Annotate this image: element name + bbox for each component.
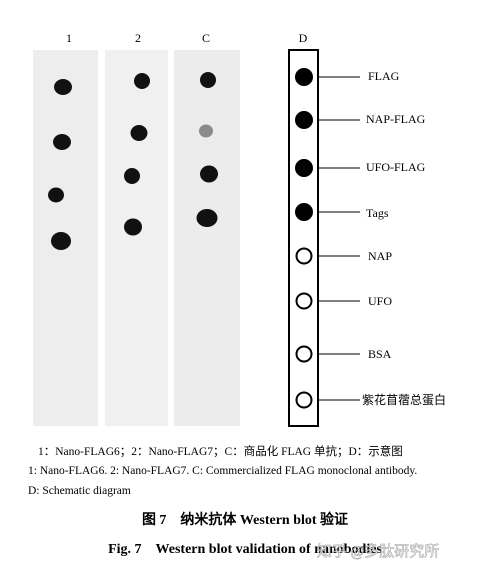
figure-title-cn: 图 7 纳米抗体 Western blot 验证 [142,511,348,528]
legend-label: UFO-FLAG [366,160,426,174]
legend-label: FLAG [368,69,400,83]
leader-lines [318,76,360,401]
dot [51,232,71,250]
dot [200,165,218,183]
blot-strip [174,50,240,426]
dot [199,124,213,138]
dot [54,79,72,95]
dot [295,68,313,86]
dot [295,111,313,129]
lane-label: D [299,31,308,45]
lane-label: C [202,31,210,45]
dot [124,218,142,236]
dot [48,187,64,203]
blot-strip [105,50,168,426]
legend-label: NAP-FLAG [366,112,426,126]
dot [130,125,148,141]
lane-label: 1 [66,31,72,45]
lane-label: 2 [135,31,141,45]
dot [295,292,313,310]
legend-label: Tags [366,206,389,220]
legend-label: BSA [368,347,392,361]
blot-dots [48,72,218,250]
schematic-dots [295,68,313,409]
dot [134,73,150,89]
dot [295,345,313,363]
dot [124,168,140,184]
dot [295,203,313,221]
legend-label: UFO [368,294,392,308]
dot [200,72,216,88]
dot [295,247,313,265]
dot [295,391,313,409]
dot [196,209,218,227]
watermark: 知乎 @多肽研究所 [317,543,440,560]
caption-line: D: Schematic diagram [28,485,131,497]
schematic-box [288,49,319,427]
legend-label: 紫花苜蓿总蛋白 [362,392,446,407]
caption-line: 1：Nano-FLAG6；2：Nano-FLAG7；C：商品化 FLAG 单抗；… [38,444,403,458]
caption-line: 1: Nano-FLAG6. 2: Nano-FLAG7. C: Commerc… [28,465,417,477]
dot [53,134,71,150]
legend-label: NAP [368,249,392,263]
figure-title-en: Fig. 7 Western blot validation of nanobo… [108,542,382,557]
dot [295,159,313,177]
